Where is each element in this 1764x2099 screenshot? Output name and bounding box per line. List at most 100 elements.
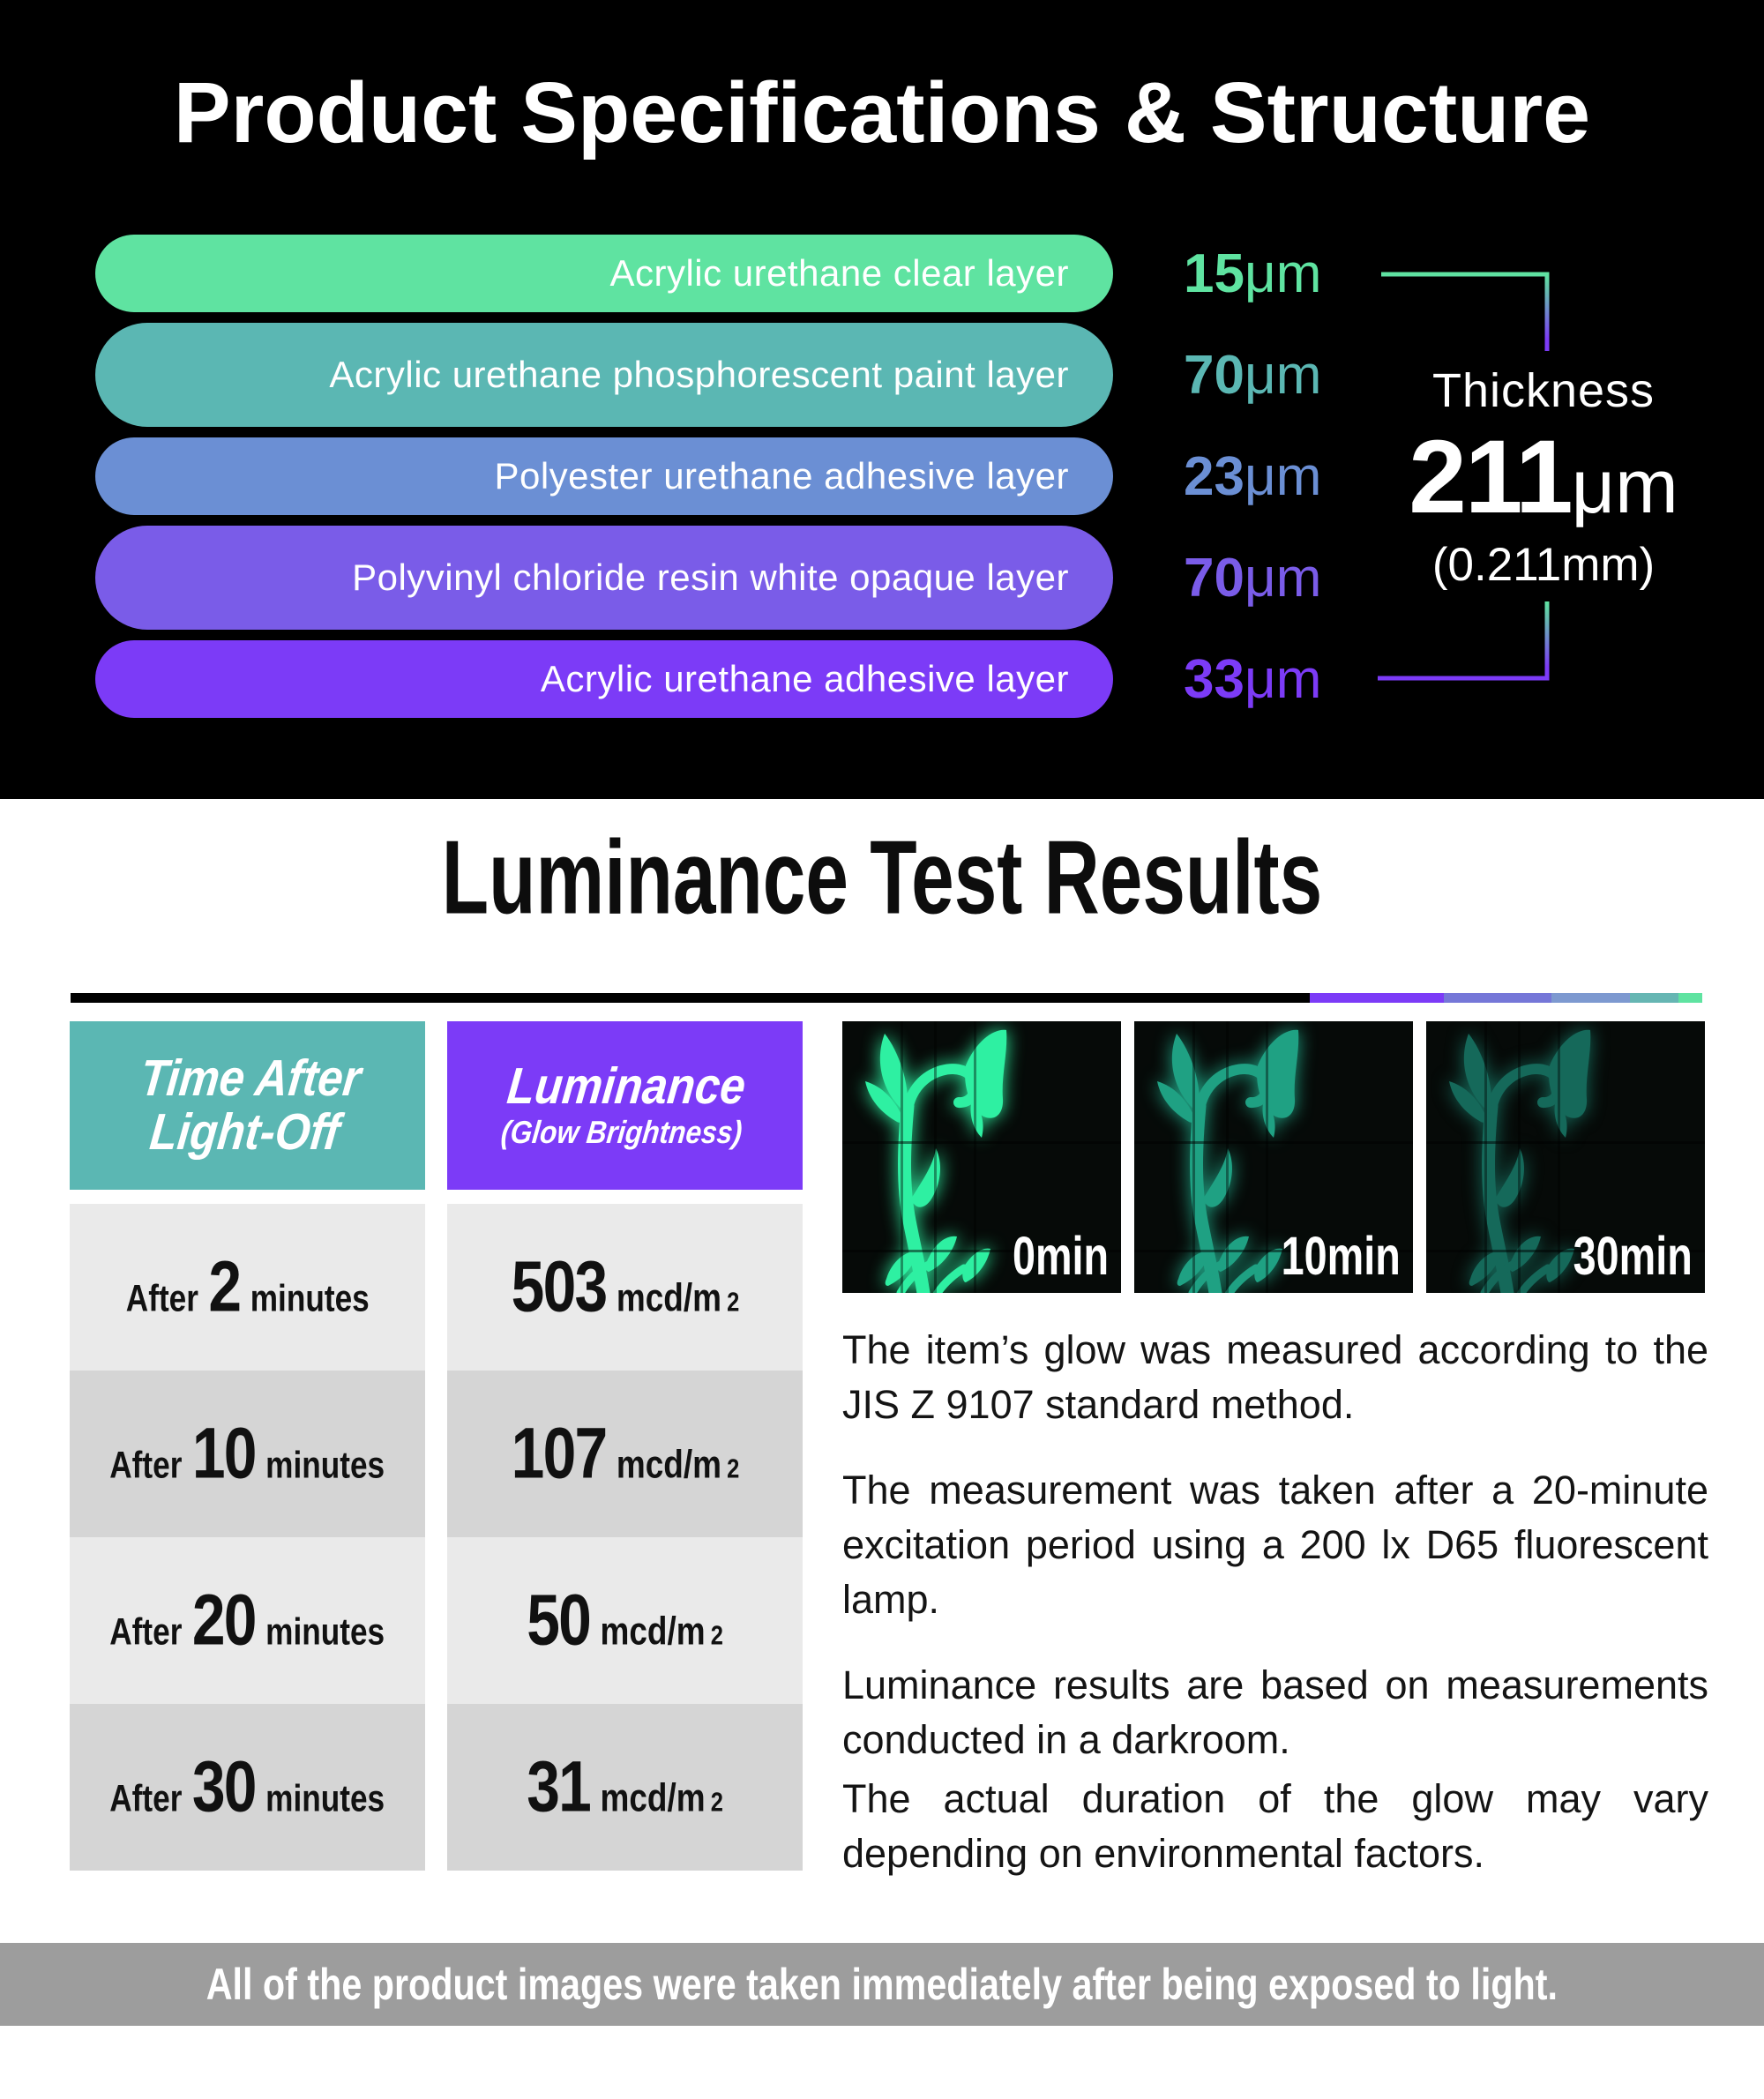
layer-pill: Acrylic urethane clear layer bbox=[95, 235, 1113, 312]
time-value: 20 bbox=[192, 1580, 258, 1661]
photo-seam bbox=[1484, 1021, 1488, 1293]
luminance-unit: mcd/m bbox=[616, 1275, 721, 1320]
luminance-unit-exp: 2 bbox=[710, 1788, 723, 1818]
layer-pill: Polyester urethane adhesive layer bbox=[95, 437, 1113, 515]
table-row: After 2 minutes 503 mcd/m 2 bbox=[70, 1204, 803, 1371]
thickness-bracket bbox=[1378, 272, 1550, 681]
time-prefix: After bbox=[109, 1778, 183, 1820]
header-time-line2: Light-Off bbox=[146, 1103, 342, 1162]
thickness-summary-value: 211 bbox=[1409, 419, 1573, 535]
layer-thickness-unit: μm bbox=[1244, 243, 1322, 304]
divider-segment bbox=[1678, 993, 1702, 1003]
layer-pill: Acrylic urethane adhesive layer bbox=[95, 640, 1113, 718]
photo-seam bbox=[842, 1140, 1121, 1144]
time-value: 30 bbox=[192, 1746, 258, 1827]
footer-note-bar: All of the product images were taken imm… bbox=[0, 1943, 1764, 2026]
paragraph: Luminance results are based on measureme… bbox=[842, 1662, 1708, 1762]
layer-thickness-value: 33 bbox=[1184, 648, 1245, 710]
photo-seam bbox=[1426, 1140, 1705, 1144]
photo-seam bbox=[1134, 1249, 1413, 1252]
results-title: Luminance Test Results bbox=[0, 818, 1764, 936]
photo-seam bbox=[1557, 1021, 1560, 1293]
layer-thickness-unit: μm bbox=[1244, 344, 1322, 406]
layer-thickness: 23μm bbox=[1184, 445, 1321, 508]
time-prefix: After bbox=[125, 1278, 198, 1320]
glow-photo-0min: 0min bbox=[842, 1021, 1121, 1293]
results-title-text: Luminance Test Results bbox=[441, 818, 1323, 936]
header-luminance-line1: Luminance bbox=[505, 1057, 749, 1116]
thickness-summary-value-line: 211μm bbox=[1349, 425, 1738, 529]
layer-row: Polyvinyl chloride resin white opaque la… bbox=[95, 526, 1595, 630]
thickness-summary-alt: (0.211mm) bbox=[1431, 539, 1656, 591]
thickness-summary-label: Thickness bbox=[1431, 364, 1656, 417]
photo-seam bbox=[1226, 1021, 1230, 1293]
layer-label: Acrylic urethane clear layer bbox=[609, 252, 1069, 294]
layer-thickness-unit: μm bbox=[1244, 445, 1322, 507]
layer-pill: Acrylic urethane phosphorescent paint la… bbox=[95, 323, 1113, 427]
product-specs-section: Product Specifications & Structure Acryl… bbox=[0, 0, 1764, 799]
luminance-cell: 50 mcd/m 2 bbox=[447, 1537, 803, 1704]
layer-thickness-unit: μm bbox=[1244, 547, 1322, 609]
photo-label-text: 0min bbox=[1012, 1225, 1109, 1287]
time-prefix: After bbox=[109, 1445, 183, 1487]
table-row: After 20 minutes 50 mcd/m 2 bbox=[70, 1537, 803, 1704]
photo-seam bbox=[1426, 1249, 1705, 1252]
layer-thickness-value: 70 bbox=[1184, 344, 1245, 406]
luminance-value: 107 bbox=[511, 1413, 608, 1494]
luminance-cell: 107 mcd/m 2 bbox=[447, 1371, 803, 1537]
time-value: 10 bbox=[192, 1413, 258, 1494]
photo-label: 30min bbox=[1547, 1226, 1693, 1288]
layer-thickness: 15μm bbox=[1184, 243, 1321, 305]
header-luminance-line2: (Glow Brightness) bbox=[499, 1114, 744, 1151]
photo-seam bbox=[934, 1021, 938, 1293]
luminance-cell: 503 mcd/m 2 bbox=[447, 1204, 803, 1371]
layer-thickness-unit: μm bbox=[1244, 648, 1322, 710]
table-header-cell-luminance: Luminance (Glow Brightness) bbox=[447, 1021, 803, 1190]
layer-thickness-value: 23 bbox=[1184, 445, 1245, 507]
divider-segment bbox=[71, 993, 1310, 1003]
paragraph: The actual duration of the glow may vary… bbox=[842, 1776, 1708, 1877]
methodology-text: The item’s glow was measured according t… bbox=[842, 1323, 1708, 1881]
photo-label: 0min bbox=[991, 1226, 1109, 1288]
time-cell: After 30 minutes bbox=[70, 1704, 425, 1871]
luminance-unit-exp: 2 bbox=[726, 1288, 739, 1318]
layer-row: Acrylic urethane clear layer 15μm bbox=[95, 235, 1595, 312]
thickness-summary-unit: μm bbox=[1571, 444, 1678, 529]
divider-segment bbox=[1444, 993, 1551, 1003]
header-time-line1: Time After bbox=[137, 1050, 363, 1108]
time-unit: minutes bbox=[250, 1278, 370, 1320]
layer-row: Acrylic urethane adhesive layer 33μm bbox=[95, 640, 1595, 718]
time-unit: minutes bbox=[265, 1611, 385, 1654]
thickness-summary: Thickness 211μm (0.211mm) bbox=[1349, 363, 1738, 592]
divider-segment bbox=[1630, 993, 1678, 1003]
layer-label: Acrylic urethane adhesive layer bbox=[540, 658, 1069, 699]
photo-seam bbox=[901, 1021, 904, 1293]
time-value: 2 bbox=[208, 1246, 242, 1327]
time-prefix: After bbox=[109, 1611, 183, 1654]
layer-label: Polyester urethane adhesive layer bbox=[494, 455, 1069, 497]
paragraph: The measurement was taken after a 20-min… bbox=[842, 1468, 1708, 1622]
layer-thickness-value: 15 bbox=[1184, 243, 1245, 304]
page-title: Product Specifications & Structure bbox=[173, 64, 1591, 161]
luminance-unit-exp: 2 bbox=[710, 1621, 723, 1651]
footer-note: All of the product images were taken imm… bbox=[206, 1960, 1558, 2009]
photo-label-text: 30min bbox=[1573, 1225, 1693, 1287]
photo-seam bbox=[973, 1021, 976, 1293]
layer-diagram: Acrylic urethane clear layer 15μm Acryli… bbox=[95, 235, 1595, 728]
luminance-unit: mcd/m bbox=[600, 1775, 706, 1820]
photo-label: 10min bbox=[1255, 1226, 1401, 1288]
table-header-cell-time: Time After Light-Off bbox=[70, 1021, 425, 1190]
luminance-unit: mcd/m bbox=[600, 1609, 706, 1654]
layer-thickness: 70μm bbox=[1184, 344, 1321, 407]
luminance-unit-exp: 2 bbox=[726, 1454, 739, 1484]
luminance-value: 31 bbox=[527, 1746, 592, 1827]
time-cell: After 2 minutes bbox=[70, 1204, 425, 1371]
time-cell: After 20 minutes bbox=[70, 1537, 425, 1704]
time-unit: minutes bbox=[265, 1778, 385, 1820]
layer-row: Polyester urethane adhesive layer 23μm bbox=[95, 437, 1595, 515]
luminance-cell: 31 mcd/m 2 bbox=[447, 1704, 803, 1871]
photo-seam bbox=[1265, 1021, 1268, 1293]
luminance-value: 503 bbox=[511, 1246, 608, 1327]
photo-label-text: 10min bbox=[1281, 1225, 1401, 1287]
layer-thickness: 70μm bbox=[1184, 547, 1321, 609]
